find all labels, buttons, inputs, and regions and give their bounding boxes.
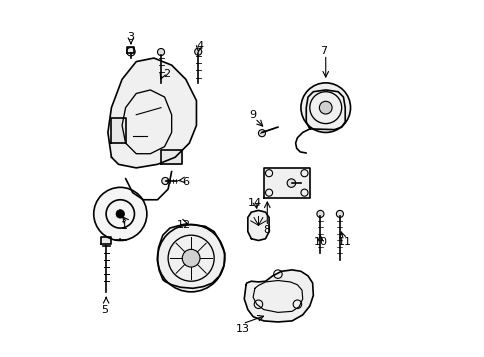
Circle shape [301,83,350,132]
Text: 8: 8 [263,225,270,235]
Text: 10: 10 [313,237,327,247]
Circle shape [287,179,295,187]
Text: 4: 4 [196,41,203,51]
Circle shape [157,225,224,292]
Polygon shape [244,270,313,322]
Text: 9: 9 [249,110,256,120]
Text: 1: 1 [120,221,127,231]
Circle shape [318,101,332,114]
Text: 11: 11 [337,237,351,247]
Polygon shape [101,237,111,244]
Text: 14: 14 [247,198,261,208]
Text: 13: 13 [235,324,249,334]
Circle shape [161,177,168,185]
Text: 6: 6 [182,177,189,187]
Text: 5: 5 [101,305,107,315]
Polygon shape [247,210,269,241]
Polygon shape [127,47,134,53]
Circle shape [93,187,147,241]
Circle shape [182,249,199,267]
Circle shape [336,210,343,217]
Circle shape [157,49,164,56]
Text: 12: 12 [177,220,191,230]
Circle shape [316,210,323,217]
Text: 3: 3 [127,32,134,42]
Circle shape [258,130,265,137]
Circle shape [116,210,124,218]
Text: 2: 2 [163,69,169,79]
Circle shape [194,48,201,55]
Polygon shape [111,118,125,143]
Polygon shape [107,58,196,168]
Polygon shape [263,168,309,198]
Text: 7: 7 [320,46,327,56]
Polygon shape [161,150,182,164]
